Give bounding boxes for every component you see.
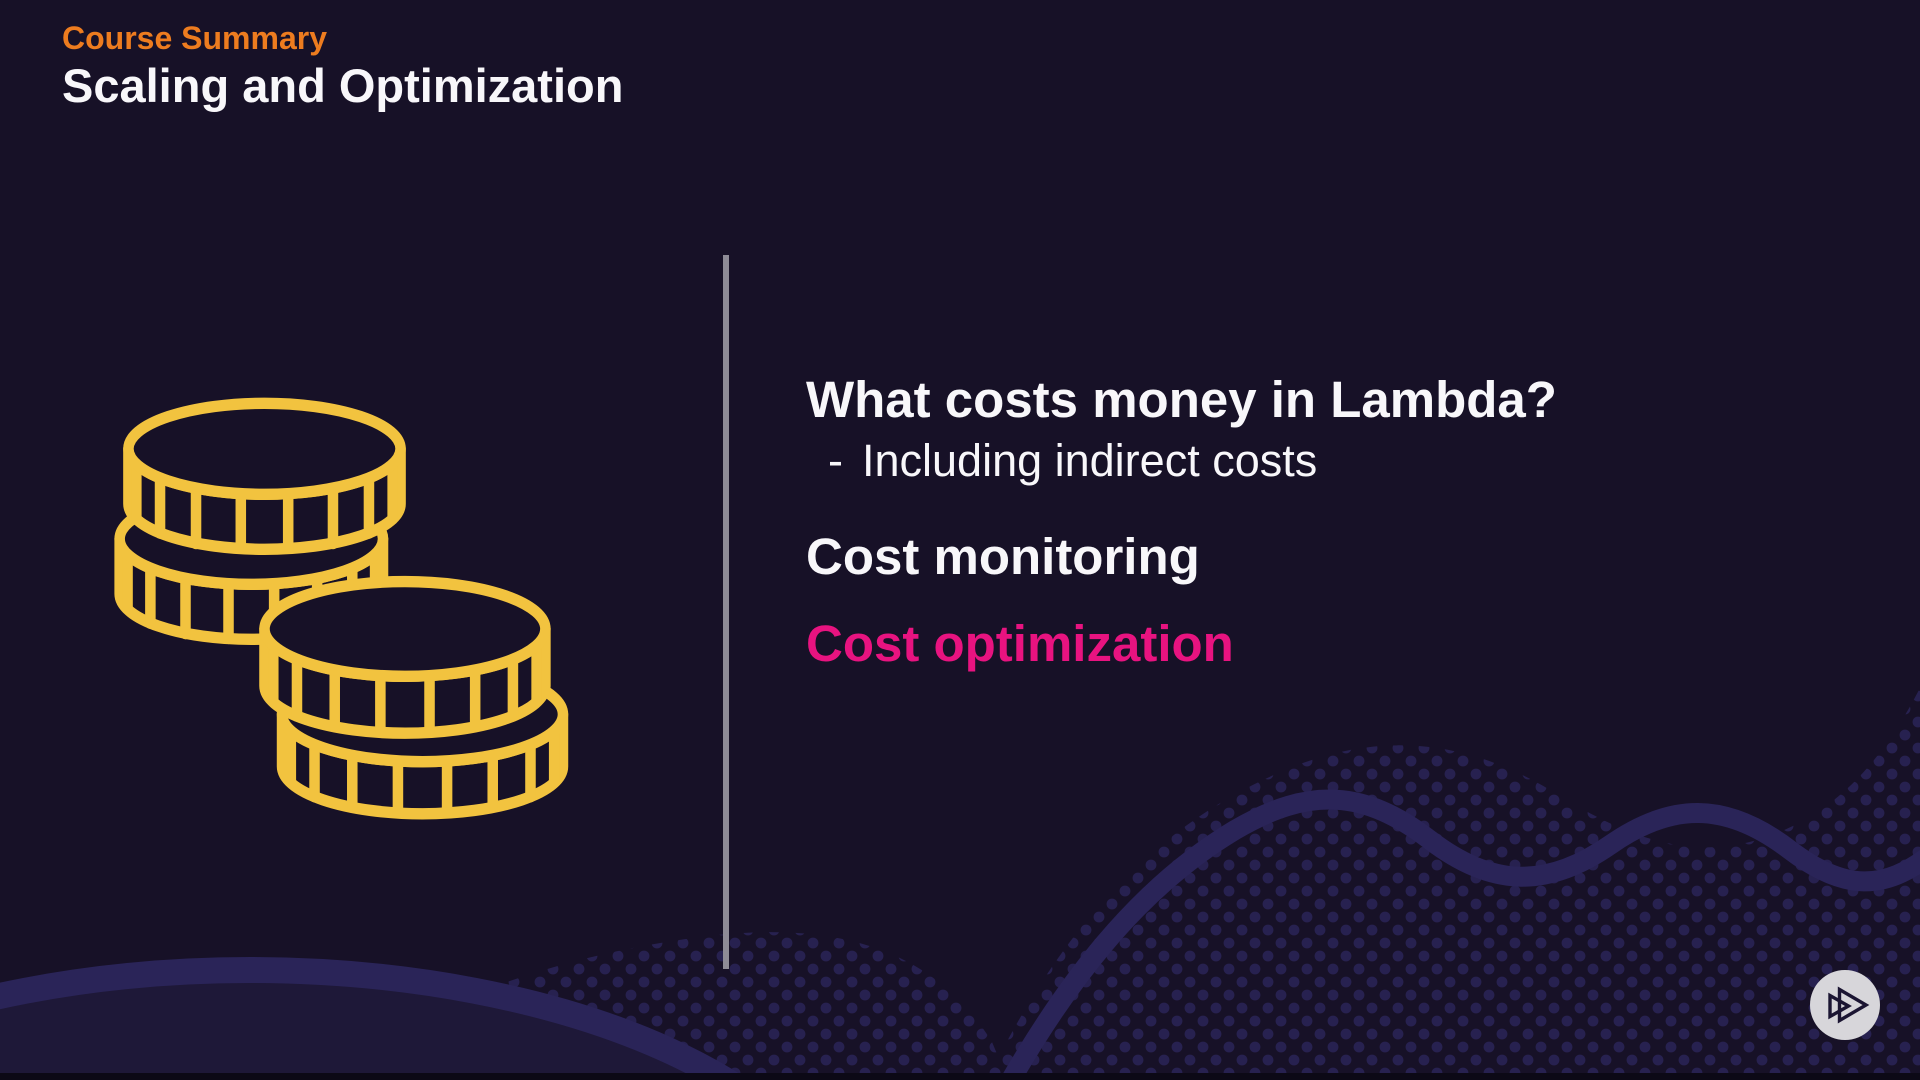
bullet-text: Including indirect costs bbox=[862, 435, 1318, 486]
divider bbox=[723, 255, 729, 969]
coin-right-top bbox=[259, 575, 551, 739]
pluralsight-logo bbox=[1810, 970, 1880, 1040]
halftone-hill-shape bbox=[987, 688, 1920, 1080]
course-eyebrow: Course Summary bbox=[62, 20, 327, 56]
heading-cost-monitoring: Cost monitoring bbox=[806, 528, 1200, 585]
coin-left-top bbox=[123, 397, 406, 555]
heading-what-costs: What costs money in Lambda? bbox=[806, 371, 1557, 428]
corner-blob-shape bbox=[0, 957, 750, 1080]
bullet-dash: - bbox=[828, 435, 843, 486]
bullet-indirect-costs: - Including indirect costs bbox=[828, 435, 1317, 487]
heading-cost-optimization: Cost optimization bbox=[806, 615, 1234, 672]
bottom-edge-strip bbox=[0, 1073, 1920, 1080]
wave-line-shape bbox=[999, 789, 1920, 1080]
page-title: Scaling and Optimization bbox=[62, 59, 624, 112]
coin-stack-icon bbox=[114, 397, 569, 820]
pluralsight-play-icon bbox=[1828, 986, 1870, 1024]
